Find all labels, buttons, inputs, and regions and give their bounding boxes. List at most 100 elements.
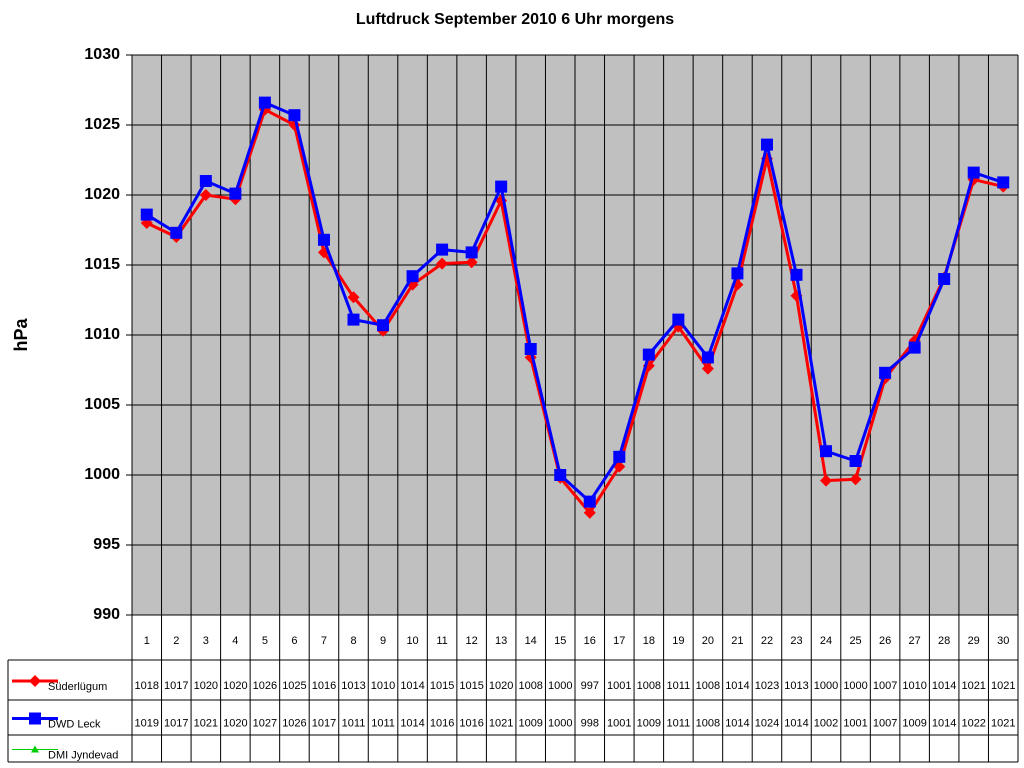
data-point bbox=[613, 450, 626, 463]
table-cell: 1027 bbox=[253, 717, 277, 729]
data-point bbox=[317, 233, 330, 246]
table-cell: 1015 bbox=[430, 680, 454, 692]
y-tick-label: 1030 bbox=[84, 46, 120, 63]
legend-label: DWD Leck bbox=[48, 718, 101, 730]
data-point bbox=[760, 138, 773, 151]
table-cell: 1024 bbox=[755, 717, 779, 729]
x-tick-label: 29 bbox=[968, 635, 980, 647]
data-point bbox=[820, 445, 833, 458]
y-tick-label: 1010 bbox=[84, 326, 120, 343]
data-point bbox=[583, 495, 596, 508]
x-tick-label: 17 bbox=[613, 635, 625, 647]
y-tick-label: 1005 bbox=[84, 396, 120, 413]
table-cell: 1021 bbox=[991, 717, 1015, 729]
data-point bbox=[642, 348, 655, 361]
table-cell: 1001 bbox=[607, 680, 631, 692]
table-cell: 1020 bbox=[223, 717, 247, 729]
data-point bbox=[701, 351, 714, 364]
table-cell: 1014 bbox=[784, 717, 808, 729]
x-tick-label: 11 bbox=[436, 635, 447, 647]
table-cell: 1013 bbox=[784, 680, 808, 692]
legend-label: DMI Jyndevad bbox=[48, 749, 118, 761]
x-tick-label: 25 bbox=[849, 635, 861, 647]
x-tick-label: 9 bbox=[380, 635, 386, 647]
x-tick-label: 5 bbox=[262, 635, 268, 647]
table-cell: 1002 bbox=[814, 717, 838, 729]
x-tick-label: 6 bbox=[291, 635, 297, 647]
x-tick-label: 28 bbox=[938, 635, 950, 647]
table-cell: 1014 bbox=[400, 717, 424, 729]
legend-marker bbox=[29, 712, 41, 725]
table-cell: 1015 bbox=[459, 680, 483, 692]
table-cell: 1026 bbox=[282, 717, 306, 729]
data-point bbox=[199, 175, 212, 187]
x-tick-label: 1 bbox=[144, 635, 150, 647]
legend-marker bbox=[29, 675, 41, 687]
table-cell: 1020 bbox=[194, 680, 218, 692]
data-point bbox=[554, 469, 567, 481]
x-tick-label: 15 bbox=[554, 635, 566, 647]
x-tick-label: 4 bbox=[232, 635, 238, 647]
y-tick-label: 990 bbox=[93, 606, 120, 623]
table-cell: 1021 bbox=[194, 717, 218, 729]
data-point bbox=[879, 366, 892, 379]
table-cell: 997 bbox=[581, 680, 599, 692]
x-tick-label: 8 bbox=[350, 635, 356, 647]
data-point bbox=[347, 313, 360, 326]
table-cell: 1000 bbox=[548, 680, 572, 692]
table-cell: 1014 bbox=[932, 717, 956, 729]
y-tick-label: 1000 bbox=[84, 466, 120, 483]
x-tick-label: 18 bbox=[643, 635, 655, 647]
table-cell: 1007 bbox=[873, 680, 897, 692]
x-tick-label: 19 bbox=[672, 635, 684, 647]
x-tick-label: 22 bbox=[761, 635, 773, 647]
table-cell: 1008 bbox=[518, 680, 542, 692]
data-point bbox=[199, 189, 212, 201]
data-point bbox=[672, 313, 685, 326]
data-point bbox=[849, 473, 862, 486]
x-tick-label: 23 bbox=[790, 635, 802, 647]
x-tick-label: 2 bbox=[173, 635, 179, 647]
data-point bbox=[258, 96, 271, 109]
table-cell: 1009 bbox=[637, 717, 661, 729]
data-point bbox=[908, 341, 921, 354]
table-cell: 1020 bbox=[489, 680, 513, 692]
table-cell: 1025 bbox=[282, 680, 306, 692]
table-cell: 1022 bbox=[961, 717, 985, 729]
table-cell: 1016 bbox=[459, 717, 483, 729]
table-cell: 1017 bbox=[164, 717, 188, 729]
table-cell: 1010 bbox=[371, 680, 395, 692]
chart-title: Luftdruck September 2010 6 Uhr morgens bbox=[356, 11, 674, 28]
table-cell: 1017 bbox=[164, 680, 188, 692]
table-cell: 1014 bbox=[932, 680, 956, 692]
table-cell: 1010 bbox=[902, 680, 926, 692]
table-cell: 1026 bbox=[253, 680, 277, 692]
data-point bbox=[997, 176, 1010, 189]
table-cell: 1000 bbox=[548, 717, 572, 729]
table-cell: 1014 bbox=[400, 680, 424, 692]
x-tick-label: 13 bbox=[495, 635, 507, 647]
table-cell: 1011 bbox=[371, 717, 395, 729]
data-point bbox=[347, 291, 360, 304]
table-cell: 1001 bbox=[843, 717, 867, 729]
y-tick-label: 1025 bbox=[84, 116, 120, 133]
data-point bbox=[465, 246, 478, 259]
data-point bbox=[288, 109, 301, 122]
x-tick-label: 21 bbox=[731, 635, 743, 647]
x-tick-label: 14 bbox=[525, 635, 537, 647]
table-cell: 1011 bbox=[667, 717, 691, 729]
x-tick-label: 26 bbox=[879, 635, 891, 647]
table-cell: 1009 bbox=[902, 717, 926, 729]
x-tick-label: 7 bbox=[321, 635, 327, 647]
table-cell: 1021 bbox=[961, 680, 985, 692]
table-cell: 1008 bbox=[696, 680, 720, 692]
data-point bbox=[377, 319, 390, 332]
x-tick-label: 3 bbox=[203, 635, 209, 647]
x-tick-label: 12 bbox=[466, 635, 478, 647]
table-cell: 1021 bbox=[991, 680, 1015, 692]
table-cell: 1014 bbox=[725, 717, 749, 729]
x-tick-label: 30 bbox=[997, 635, 1009, 647]
table-cell: 1007 bbox=[873, 717, 897, 729]
data-point bbox=[140, 208, 153, 221]
table-cell: 1019 bbox=[135, 717, 159, 729]
